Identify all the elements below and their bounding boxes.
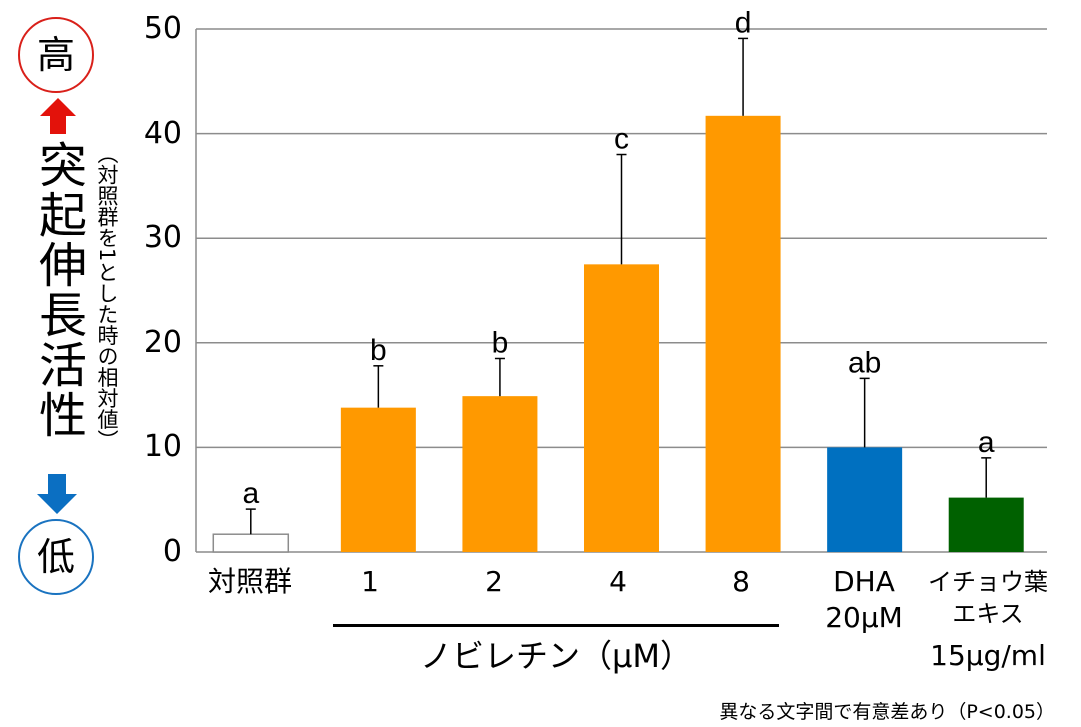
x-label-1: 1 bbox=[361, 565, 379, 598]
significance-letter: ab bbox=[848, 346, 881, 379]
y-tick-0: 0 bbox=[162, 534, 182, 569]
x-label-8: 8 bbox=[732, 565, 750, 598]
x-label-dha-dose: 20μM bbox=[825, 601, 903, 634]
bar bbox=[705, 115, 781, 553]
bar bbox=[948, 497, 1024, 552]
nobiletin-group-bracket bbox=[333, 624, 779, 627]
significance-letter: a bbox=[242, 477, 259, 510]
y-tick-30: 30 bbox=[143, 220, 182, 255]
x-label-dha: DHA bbox=[833, 565, 895, 598]
significance-letter: d bbox=[735, 6, 752, 39]
y-tick-40: 40 bbox=[143, 116, 182, 151]
arrow-down-icon bbox=[37, 474, 77, 514]
bar bbox=[827, 447, 903, 552]
x-label-ginkgo-line2: エキス bbox=[952, 600, 1024, 628]
significance-letter: b bbox=[492, 326, 509, 359]
x-label-control: 対照群 bbox=[207, 565, 292, 598]
significance-footnote: 異なる文字間で有意差あり（P<0.05） bbox=[719, 701, 1055, 723]
high-indicator-circle: 高 bbox=[18, 17, 94, 93]
arrow-up-icon bbox=[40, 98, 76, 134]
y-tick-50: 50 bbox=[143, 11, 182, 46]
bar bbox=[462, 396, 538, 552]
low-indicator-circle: 低 bbox=[18, 519, 94, 595]
x-label-2: 2 bbox=[485, 565, 503, 598]
bar bbox=[584, 264, 659, 552]
significance-letter: b bbox=[370, 334, 387, 367]
x-label-ginkgo-dose: 15μg/ml bbox=[930, 639, 1046, 672]
high-label: 高 bbox=[36, 33, 75, 77]
bar bbox=[212, 533, 290, 553]
low-label: 低 bbox=[36, 535, 75, 579]
significance-letter: c bbox=[614, 123, 629, 156]
x-label-ginkgo: イチョウ葉 bbox=[928, 568, 1048, 596]
significance-letter: a bbox=[978, 426, 995, 459]
y-tick-10: 10 bbox=[143, 429, 182, 464]
y-axis-title: 突起伸長活性 bbox=[30, 140, 86, 440]
y-axis-subtitle: （対照群を1とした時の相対値） bbox=[95, 143, 119, 451]
x-label-4: 4 bbox=[609, 565, 627, 598]
bar bbox=[340, 407, 416, 552]
nobiletin-group-label: ノビレチン（μM） bbox=[420, 637, 692, 675]
y-tick-20: 20 bbox=[143, 325, 182, 360]
